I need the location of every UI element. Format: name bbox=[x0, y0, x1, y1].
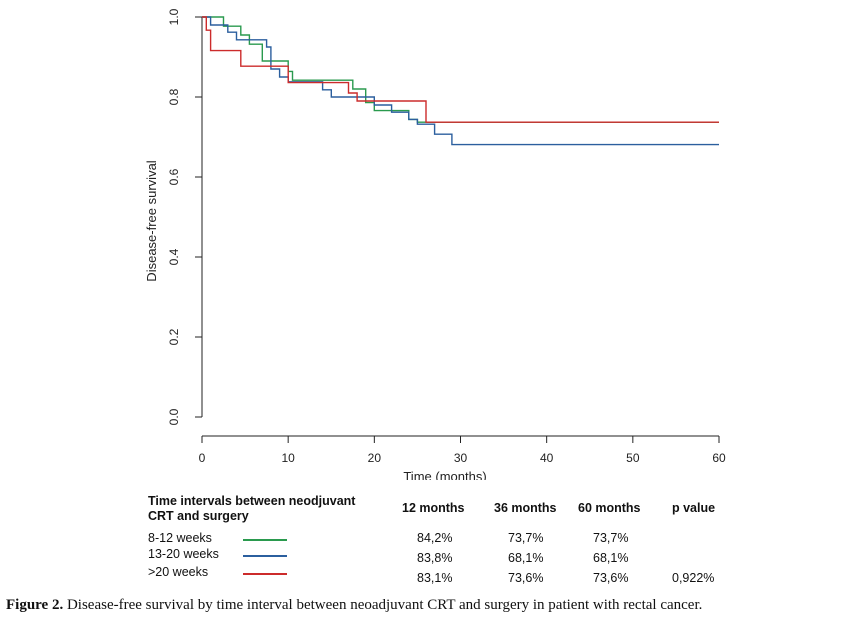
y-tick-label: 0.4 bbox=[167, 248, 181, 265]
cell-13-20-12m: 83,8% bbox=[417, 551, 453, 565]
legend-line-8-12 bbox=[243, 539, 287, 541]
x-tick-label: 20 bbox=[368, 451, 382, 465]
legend-line-13-20 bbox=[243, 555, 287, 557]
row-label-over-20: >20 weeks bbox=[148, 565, 209, 579]
cell-8-12-60m: 73,7% bbox=[593, 531, 629, 545]
y-tick-label: 0.6 bbox=[167, 168, 181, 185]
y-tick-label: 1.0 bbox=[167, 8, 181, 25]
series-line-2 bbox=[202, 16, 719, 123]
x-tick-label: 40 bbox=[540, 451, 554, 465]
caption-label: Figure 2. bbox=[6, 597, 64, 613]
x-axis-title: Time (months) bbox=[403, 469, 486, 480]
survival-chart: 0.0 0.2 0.4 0.6 0.8 1.0 0 10 20 30 40 50 60 Time (m… bbox=[144, 8, 726, 480]
x-tick-label: 50 bbox=[626, 451, 640, 465]
series-line-1 bbox=[202, 16, 719, 146]
figure-caption: Figure 2. Disease-free survival by time … bbox=[6, 597, 702, 614]
table-title-line1: Time intervals between neodjuvant bbox=[148, 494, 356, 508]
col-header-12m: 12 months bbox=[402, 501, 465, 515]
y-axis-ticks: 0.0 0.2 0.4 0.6 0.8 1.0 bbox=[167, 8, 202, 425]
series-lines bbox=[202, 16, 719, 146]
y-axis-title: Disease-free survival bbox=[144, 160, 159, 281]
x-tick-label: 30 bbox=[454, 451, 468, 465]
caption-text: Disease-free survival by time interval b… bbox=[63, 597, 703, 613]
y-tick-label: 0.2 bbox=[167, 328, 181, 345]
cell-8-12-36m: 73,7% bbox=[508, 531, 544, 545]
cell-over-20-pvalue: 0,922% bbox=[672, 571, 715, 585]
col-header-60m: 60 months bbox=[578, 501, 641, 515]
cell-over-20-60m: 73,6% bbox=[593, 571, 629, 585]
x-axis-ticks: 0 10 20 30 40 50 60 bbox=[199, 436, 726, 465]
cell-over-20-12m: 83,1% bbox=[417, 571, 453, 585]
cell-13-20-60m: 68,1% bbox=[593, 551, 629, 565]
table-title: Time intervals between neodjuvant CRT an… bbox=[148, 494, 355, 524]
y-tick-label: 0.0 bbox=[167, 408, 181, 425]
legend-line-over-20 bbox=[243, 573, 287, 575]
x-tick-label: 60 bbox=[712, 451, 726, 465]
cell-8-12-12m: 84,2% bbox=[417, 531, 453, 545]
x-tick-label: 10 bbox=[281, 451, 295, 465]
cell-13-20-36m: 68,1% bbox=[508, 551, 544, 565]
cell-over-20-36m: 73,6% bbox=[508, 571, 544, 585]
table-title-line2: CRT and surgery bbox=[148, 509, 249, 523]
plot-area: 0.0 0.2 0.4 0.6 0.8 1.0 0 10 20 30 40 50 60 Time (m… bbox=[144, 8, 726, 480]
col-header-pvalue: p value bbox=[672, 501, 716, 515]
x-tick-label: 0 bbox=[199, 451, 206, 465]
col-header-36m: 36 months bbox=[494, 501, 557, 515]
row-label-13-20: 13-20 weeks bbox=[148, 547, 219, 561]
row-label-8-12: 8-12 weeks bbox=[148, 531, 212, 545]
y-tick-label: 0.8 bbox=[167, 88, 181, 105]
